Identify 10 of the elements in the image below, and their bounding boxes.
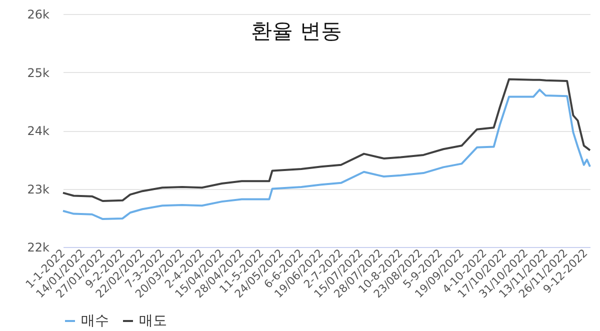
line-series	[62, 88, 591, 220]
y-tick-label: 25k	[27, 66, 50, 80]
line-series	[62, 78, 591, 202]
legend-label: 매수	[81, 313, 109, 329]
y-tick-label: 26k	[27, 8, 50, 22]
y-tick-label: 24k	[27, 124, 50, 138]
y-tick-label: 22k	[27, 240, 50, 254]
chart-title: 환율 변동	[251, 19, 342, 43]
y-tick-label: 23k	[27, 182, 50, 196]
legend-label: 매도	[139, 313, 167, 329]
